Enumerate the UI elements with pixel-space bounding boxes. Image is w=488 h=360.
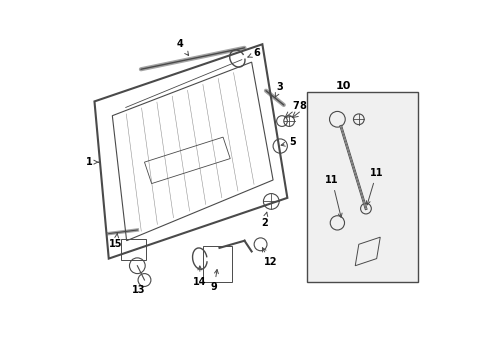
Text: 15: 15 [109, 234, 122, 249]
Text: 12: 12 [262, 248, 276, 267]
Text: 3: 3 [275, 82, 283, 98]
Text: 4: 4 [177, 39, 188, 55]
Text: 6: 6 [247, 48, 260, 58]
Text: 1: 1 [85, 157, 98, 167]
Text: 11: 11 [325, 175, 342, 217]
Text: 10: 10 [335, 81, 350, 91]
Text: 14: 14 [193, 266, 206, 287]
FancyBboxPatch shape [306, 93, 417, 282]
Text: 11: 11 [366, 168, 383, 205]
Text: 2: 2 [260, 212, 267, 228]
Text: 9: 9 [210, 270, 218, 292]
Text: 7: 7 [292, 100, 299, 111]
Text: 13: 13 [132, 284, 145, 294]
Text: 5: 5 [281, 138, 296, 148]
Text: 8: 8 [299, 100, 306, 111]
